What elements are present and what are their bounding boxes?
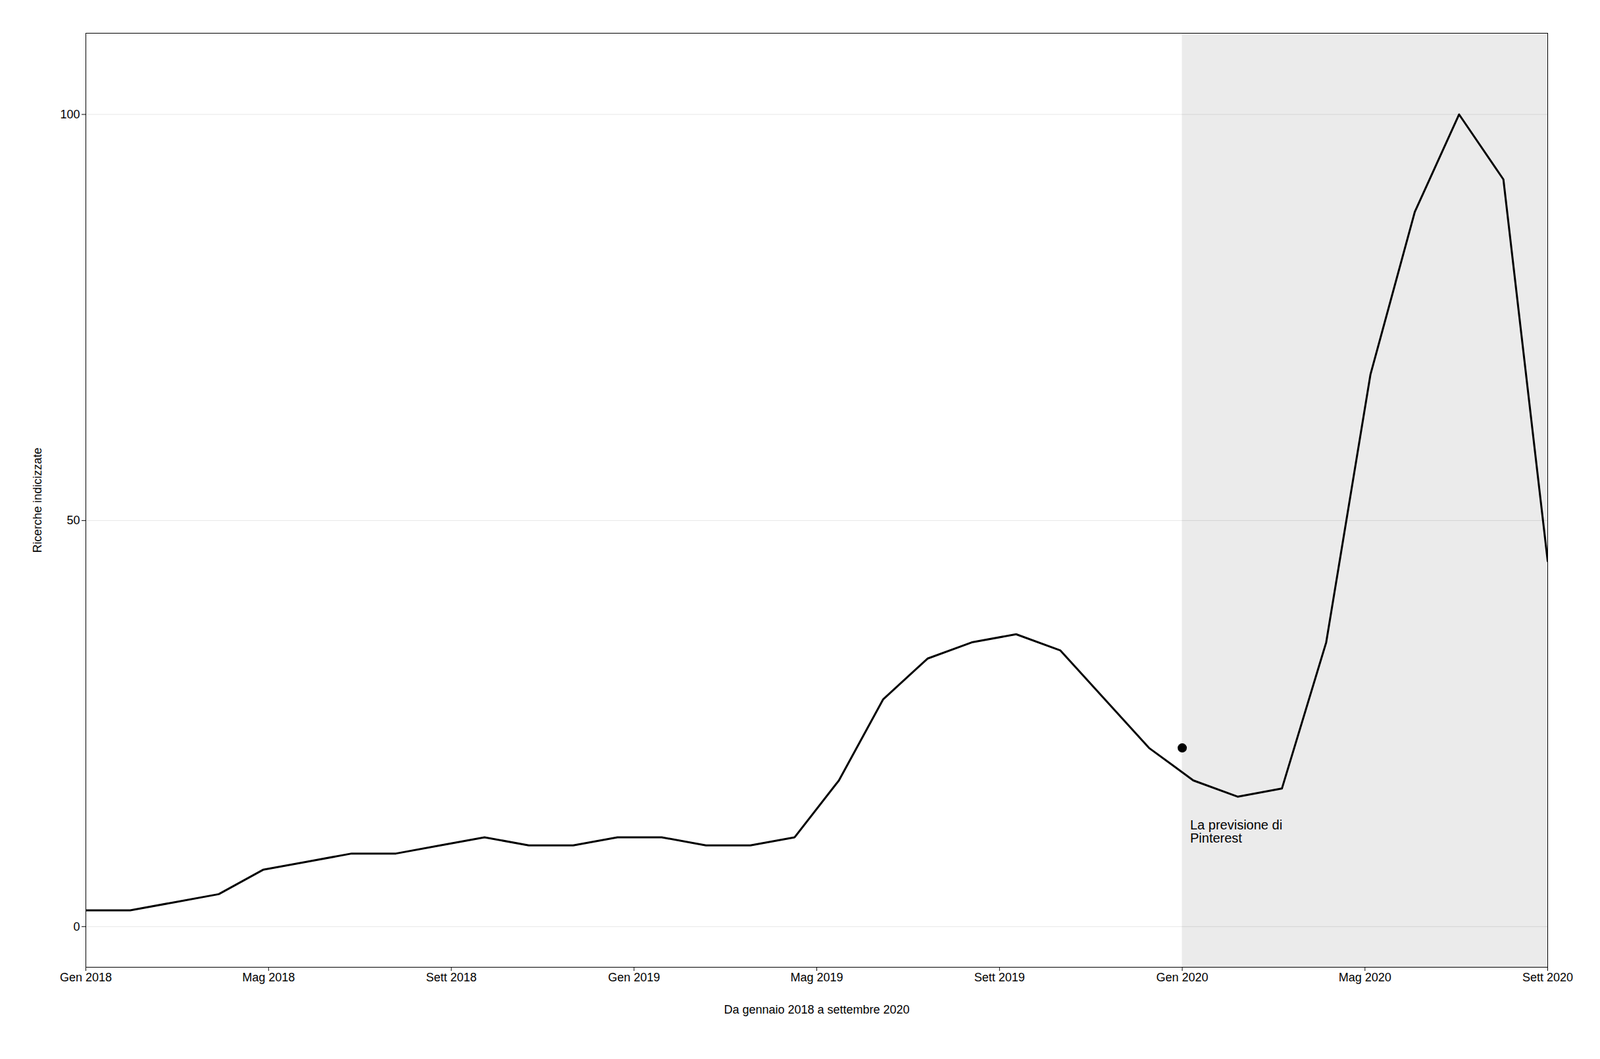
svg-text:100: 100	[59, 107, 80, 122]
svg-text:La previsione diPinterest: La previsione diPinterest	[1190, 817, 1283, 846]
svg-text:Sett 2020: Sett 2020	[1522, 971, 1574, 985]
svg-text:Mag 2020: Mag 2020	[1338, 971, 1392, 985]
svg-text:Gen 2019: Gen 2019	[607, 971, 660, 985]
svg-text:Mag 2018: Mag 2018	[242, 971, 295, 985]
svg-text:Mag 2019: Mag 2019	[790, 971, 843, 985]
svg-text:Gen 2018: Gen 2018	[59, 971, 112, 985]
svg-text:Ricerche indicizzate: Ricerche indicizzate	[30, 447, 45, 553]
svg-text:Sett 2019: Sett 2019	[974, 971, 1025, 985]
svg-text:50: 50	[66, 513, 80, 527]
svg-text:Sett 2018: Sett 2018	[425, 971, 477, 985]
svg-text:0: 0	[73, 920, 80, 934]
svg-text:Da gennaio 2018 a settembre 20: Da gennaio 2018 a settembre 2020	[723, 1003, 910, 1017]
svg-text:Gen 2020: Gen 2020	[1155, 971, 1208, 985]
